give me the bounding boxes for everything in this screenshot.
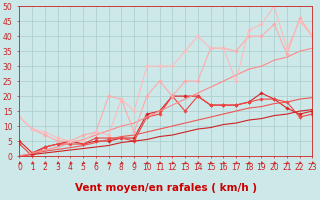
X-axis label: Vent moyen/en rafales ( km/h ): Vent moyen/en rafales ( km/h ) [75, 183, 257, 193]
